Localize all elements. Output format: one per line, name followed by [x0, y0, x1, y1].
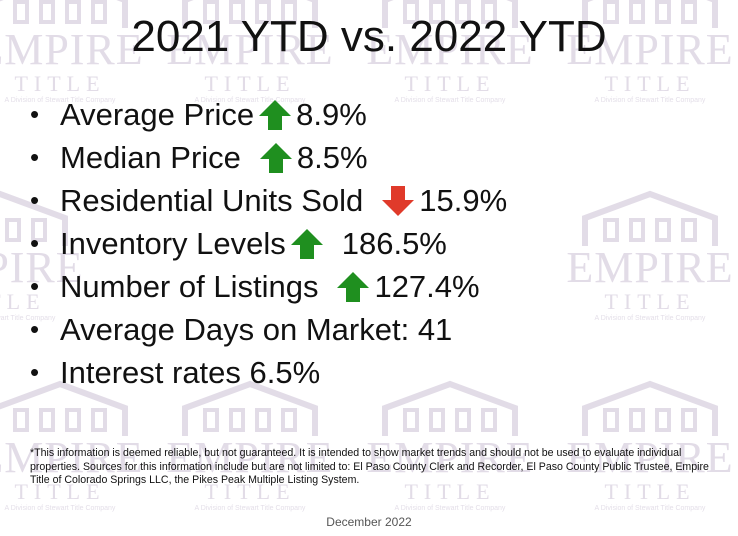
house-logo-icon [182, 380, 318, 436]
arrow-down-icon [382, 185, 415, 216]
house-logo-icon [0, 380, 128, 436]
watermark-logo: EMPIRE TITLE A Division of Stewart Title… [365, 380, 535, 514]
bullet-dot-icon: • [30, 314, 40, 344]
watermark-division: A Division of Stewart Title Company [4, 97, 116, 104]
bullet-item: • Average Price 8.9% [30, 93, 507, 136]
watermark-logo: EMPIRE TITLE A Division of Stewart Title… [365, 0, 535, 106]
watermark-division: A Division of Stewart Title Company [394, 505, 506, 512]
watermark-logo: EMPIRE TITLE A Division of Stewart Title… [0, 190, 85, 324]
bullet-change: 15.9% [419, 182, 508, 218]
watermark-title: TITLE [604, 289, 696, 314]
watermark-empire: EMPIRE [566, 25, 734, 74]
house-logo-icon [582, 380, 718, 436]
slide-date: December 2022 [326, 515, 412, 529]
watermark-empire: EMPIRE [366, 25, 534, 74]
arrow-up-icon [259, 99, 292, 130]
disclaimer-text: *This information is deemed reliable, bu… [30, 447, 709, 486]
bullet-item: • Interest rates 6.5% [30, 351, 507, 394]
bullet-dot-icon: • [30, 185, 40, 215]
bullet-item: • Average Days on Market: 41 [30, 308, 507, 351]
watermark-empire: EMPIRE [0, 243, 84, 292]
watermark-empire: EMPIRE [566, 433, 734, 482]
bullet-change: 8.5% [296, 139, 368, 175]
bullet-label: Average Price [60, 96, 255, 132]
bullet-item: • Number of Listings 127.4% [30, 265, 507, 308]
watermark-division: A Division of Stewart Title Company [394, 97, 506, 104]
house-logo-icon [0, 0, 128, 28]
bullet-label: Average Days on Market: 41 [60, 311, 453, 347]
watermark-empire: EMPIRE [166, 25, 334, 74]
watermark-logo: EMPIRE TITLE A Division of Stewart Title… [565, 190, 735, 324]
watermark-division: A Division of Stewart Title Company [194, 505, 306, 512]
watermark-title: TITLE [204, 479, 296, 504]
watermark-title: TITLE [404, 71, 496, 96]
bullet-dot-icon: • [30, 142, 40, 172]
bullet-label: Interest rates 6.5% [60, 354, 321, 390]
watermark-title: TITLE [0, 289, 46, 314]
bullet-label: Inventory Levels [60, 225, 286, 261]
watermark-title: TITLE [604, 71, 696, 96]
watermark-logo: EMPIRE TITLE A Division of Stewart Title… [0, 380, 145, 514]
watermark-title: TITLE [14, 479, 106, 504]
watermark-empire: EMPIRE [0, 25, 144, 74]
watermark-empire: EMPIRE [166, 433, 334, 482]
watermark-logo: EMPIRE TITLE A Division of Stewart Title… [565, 0, 735, 106]
slide-title: 2021 YTD vs. 2022 YTD [131, 12, 607, 61]
house-logo-icon [182, 0, 318, 28]
watermark-division: A Division of Stewart Title Company [4, 505, 116, 512]
house-logo-icon [582, 190, 718, 246]
house-logo-icon [382, 380, 518, 436]
bullet-item: • Median Price 8.5% [30, 136, 507, 179]
watermark-logo: EMPIRE TITLE A Division of Stewart Title… [0, 0, 145, 106]
bullet-dot-icon: • [30, 99, 40, 129]
watermark-empire: EMPIRE [366, 433, 534, 482]
watermark-division: A Division of Stewart Title Company [0, 315, 56, 322]
watermark-division: A Division of Stewart Title Company [594, 315, 706, 322]
bullet-label: Number of Listings [60, 268, 319, 304]
watermark-logo: EMPIRE TITLE A Division of Stewart Title… [165, 0, 335, 106]
watermark-division: A Division of Stewart Title Company [194, 97, 306, 104]
bullet-item: • Residential Units Sold 15.9% [30, 179, 507, 222]
watermark-division: A Division of Stewart Title Company [594, 97, 706, 104]
watermark-division: A Division of Stewart Title Company [594, 505, 706, 512]
watermark-empire: EMPIRE [566, 243, 734, 292]
watermark-title: TITLE [404, 479, 496, 504]
bullet-change: 8.9% [296, 96, 367, 132]
watermark-logo: EMPIRE TITLE A Division of Stewart Title… [565, 380, 735, 514]
bullet-item: • Inventory Levels 186.5% [30, 222, 507, 265]
watermark-title: TITLE [204, 71, 296, 96]
bullet-dot-icon: • [30, 271, 40, 301]
bullet-label: Median Price [60, 139, 241, 175]
house-logo-icon [0, 190, 68, 246]
watermark-empire: EMPIRE [0, 433, 144, 482]
house-logo-icon [382, 0, 518, 28]
watermark-logo: EMPIRE TITLE A Division of Stewart Title… [165, 380, 335, 514]
watermark-title: TITLE [604, 479, 696, 504]
house-logo-icon [582, 0, 718, 28]
bullet-dot-icon: • [30, 357, 40, 387]
bullet-label: Residential Units Sold [60, 182, 364, 218]
bullet-change: 127.4% [374, 268, 480, 304]
arrow-up-icon [290, 228, 323, 259]
watermark-title: TITLE [14, 71, 106, 96]
bullet-change: 186.5% [341, 225, 447, 261]
arrow-up-icon [337, 271, 370, 302]
bullet-list: • Average Price 8.9% • Median Price 8.5%… [30, 93, 507, 394]
bullet-dot-icon: • [30, 228, 40, 258]
arrow-up-icon [259, 142, 292, 173]
